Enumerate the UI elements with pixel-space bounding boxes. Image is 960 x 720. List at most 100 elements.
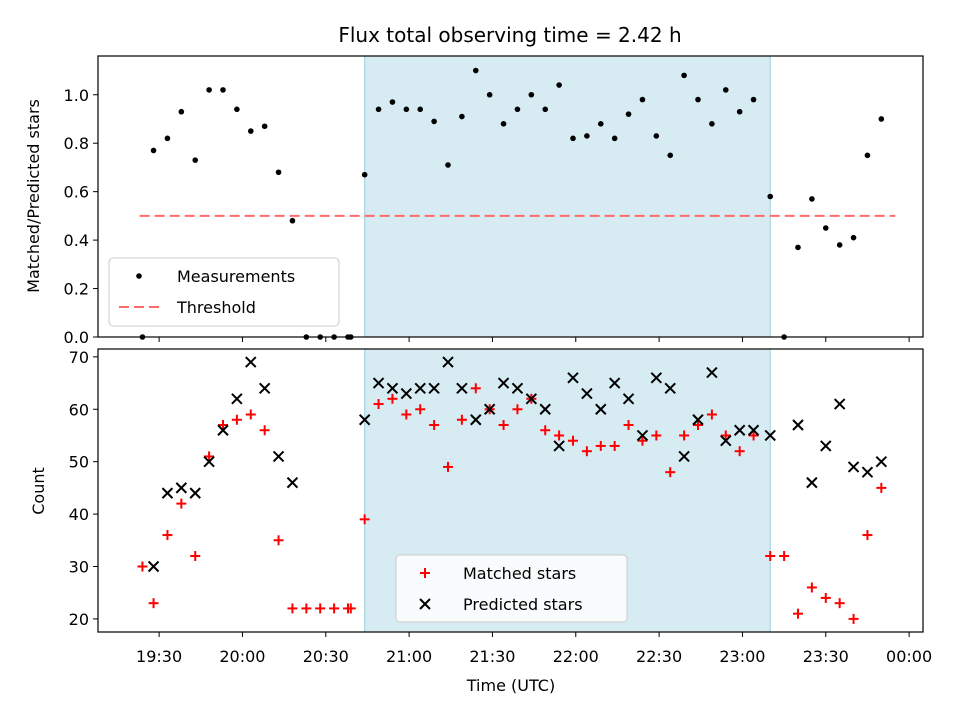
measurement-point-40 [681, 72, 687, 79]
measurement-point-49 [809, 196, 815, 202]
measurements-series [139, 67, 885, 340]
measurement-point-20 [403, 106, 410, 113]
xtick-label-7: 23:00 [719, 647, 765, 666]
matched-point-35 [609, 440, 620, 451]
matched-point-40 [679, 430, 690, 441]
matched-point-34 [595, 440, 606, 451]
matched-point-46 [765, 551, 776, 562]
matched-point-11 [287, 603, 298, 614]
xtick-label-1: 20:00 [219, 647, 265, 666]
measurement-point-44 [736, 108, 743, 115]
measurement-point-33 [584, 133, 590, 139]
xtick-label-2: 20:30 [303, 647, 349, 666]
matched-point-44 [734, 446, 745, 457]
measurement-point-28 [514, 106, 521, 113]
measurement-point-22 [431, 118, 437, 125]
predicted-point-20 [483, 403, 496, 415]
measurement-point-37 [639, 96, 646, 103]
matched-point-0 [137, 561, 148, 572]
bottom-panel: 20 30 40 50 60 70 19:30 20:00 20:30 21:00 21:30 22… [29, 348, 932, 695]
predicted-point-41 [792, 419, 804, 431]
measurement-point-25 [472, 67, 479, 74]
xtick-label-8: 23:30 [803, 647, 849, 666]
predicted-point-7 [245, 356, 257, 368]
predicted-point-30 [622, 393, 635, 405]
measurement-point-11 [289, 217, 296, 224]
matched-point-25 [470, 383, 481, 394]
matched-point-30 [540, 425, 551, 436]
predicted-point-25 [553, 440, 565, 452]
matched-point-6 [218, 419, 228, 430]
legend-threshold-label: Threshold [176, 298, 256, 317]
matched-point-28 [512, 404, 523, 415]
predicted-point-40 [764, 429, 776, 442]
legend-measurements-label: Measurements [177, 267, 295, 286]
measurement-point-9 [261, 123, 268, 130]
measurement-point-34 [597, 121, 604, 127]
bot-ytick-label-2: 40 [69, 505, 89, 524]
matched-point-39 [665, 467, 676, 478]
bot-ytick-label-3: 50 [69, 453, 89, 472]
predicted-point-1 [161, 487, 174, 499]
predicted-point-32 [650, 372, 663, 384]
predicted-point-22 [511, 382, 524, 395]
bottom-y-axis-label: Count [29, 467, 48, 515]
predicted-point-45 [847, 461, 860, 473]
predicted-point-14 [400, 387, 413, 400]
predicted-point-36 [706, 366, 718, 379]
top-y-axis-ticks: 0.0 0.2 0.4 0.6 0.8 1.0 [64, 86, 98, 347]
measurement-point-8 [247, 128, 254, 134]
predicted-point-47 [875, 455, 888, 468]
top-x-axis-ticks [158, 337, 910, 342]
bottom-x-axis-ticks: 19:30 20:00 20:30 21:00 21:30 22:00 22:30 23:00… [136, 632, 932, 666]
matched-point-31 [554, 430, 565, 441]
legend-predicted-marker [419, 598, 431, 610]
predicted-point-46 [861, 466, 874, 478]
measurement-point-51 [836, 242, 843, 248]
measurement-point-3 [178, 108, 185, 115]
legend-measurements-marker [136, 273, 142, 279]
bot-ytick-label-5: 70 [69, 348, 89, 367]
matched-point-32 [568, 435, 578, 446]
top-ytick-label-3: 0.6 [64, 183, 89, 202]
matched-point-51 [834, 598, 845, 609]
predicted-point-31 [636, 429, 649, 442]
predicted-point-9 [272, 450, 285, 463]
measurement-point-31 [556, 82, 562, 88]
matched-point-37 [637, 435, 648, 446]
measurement-point-21 [417, 106, 424, 113]
matched-point-27 [498, 419, 509, 430]
predicted-point-3 [189, 487, 201, 499]
predicted-point-13 [386, 382, 399, 395]
matched-point-48 [793, 608, 803, 619]
predicted-point-21 [497, 377, 510, 389]
predicted-point-29 [608, 377, 621, 389]
predicted-point-11 [358, 414, 371, 426]
matched-point-12 [301, 603, 312, 614]
top-legend-box [108, 257, 340, 327]
measurement-point-54 [878, 116, 885, 122]
predicted-point-10 [286, 476, 299, 489]
predicted-point-6 [231, 393, 243, 405]
measurement-point-50 [822, 225, 829, 231]
measurement-point-5 [206, 87, 212, 93]
predicted-point-4 [203, 455, 215, 468]
measurement-point-7 [234, 106, 240, 113]
measurement-point-35 [611, 135, 618, 142]
measurement-point-30 [542, 106, 549, 113]
legend-matched-marker [420, 568, 430, 578]
bot-ytick-label-4: 60 [69, 400, 89, 419]
xtick-label-9: 00:00 [886, 647, 932, 666]
matched-point-36 [623, 419, 634, 430]
top-ytick-label-2: 0.4 [64, 231, 89, 250]
matched-point-23 [443, 461, 453, 472]
measurement-point-52 [850, 234, 857, 241]
predicted-point-27 [581, 387, 593, 400]
measurement-point-45 [750, 96, 757, 103]
predicted-point-17 [442, 356, 454, 368]
matched-point-24 [456, 414, 467, 425]
predicted-point-16 [428, 382, 440, 395]
predicted-point-38 [733, 424, 746, 436]
matched-point-45 [748, 430, 759, 441]
